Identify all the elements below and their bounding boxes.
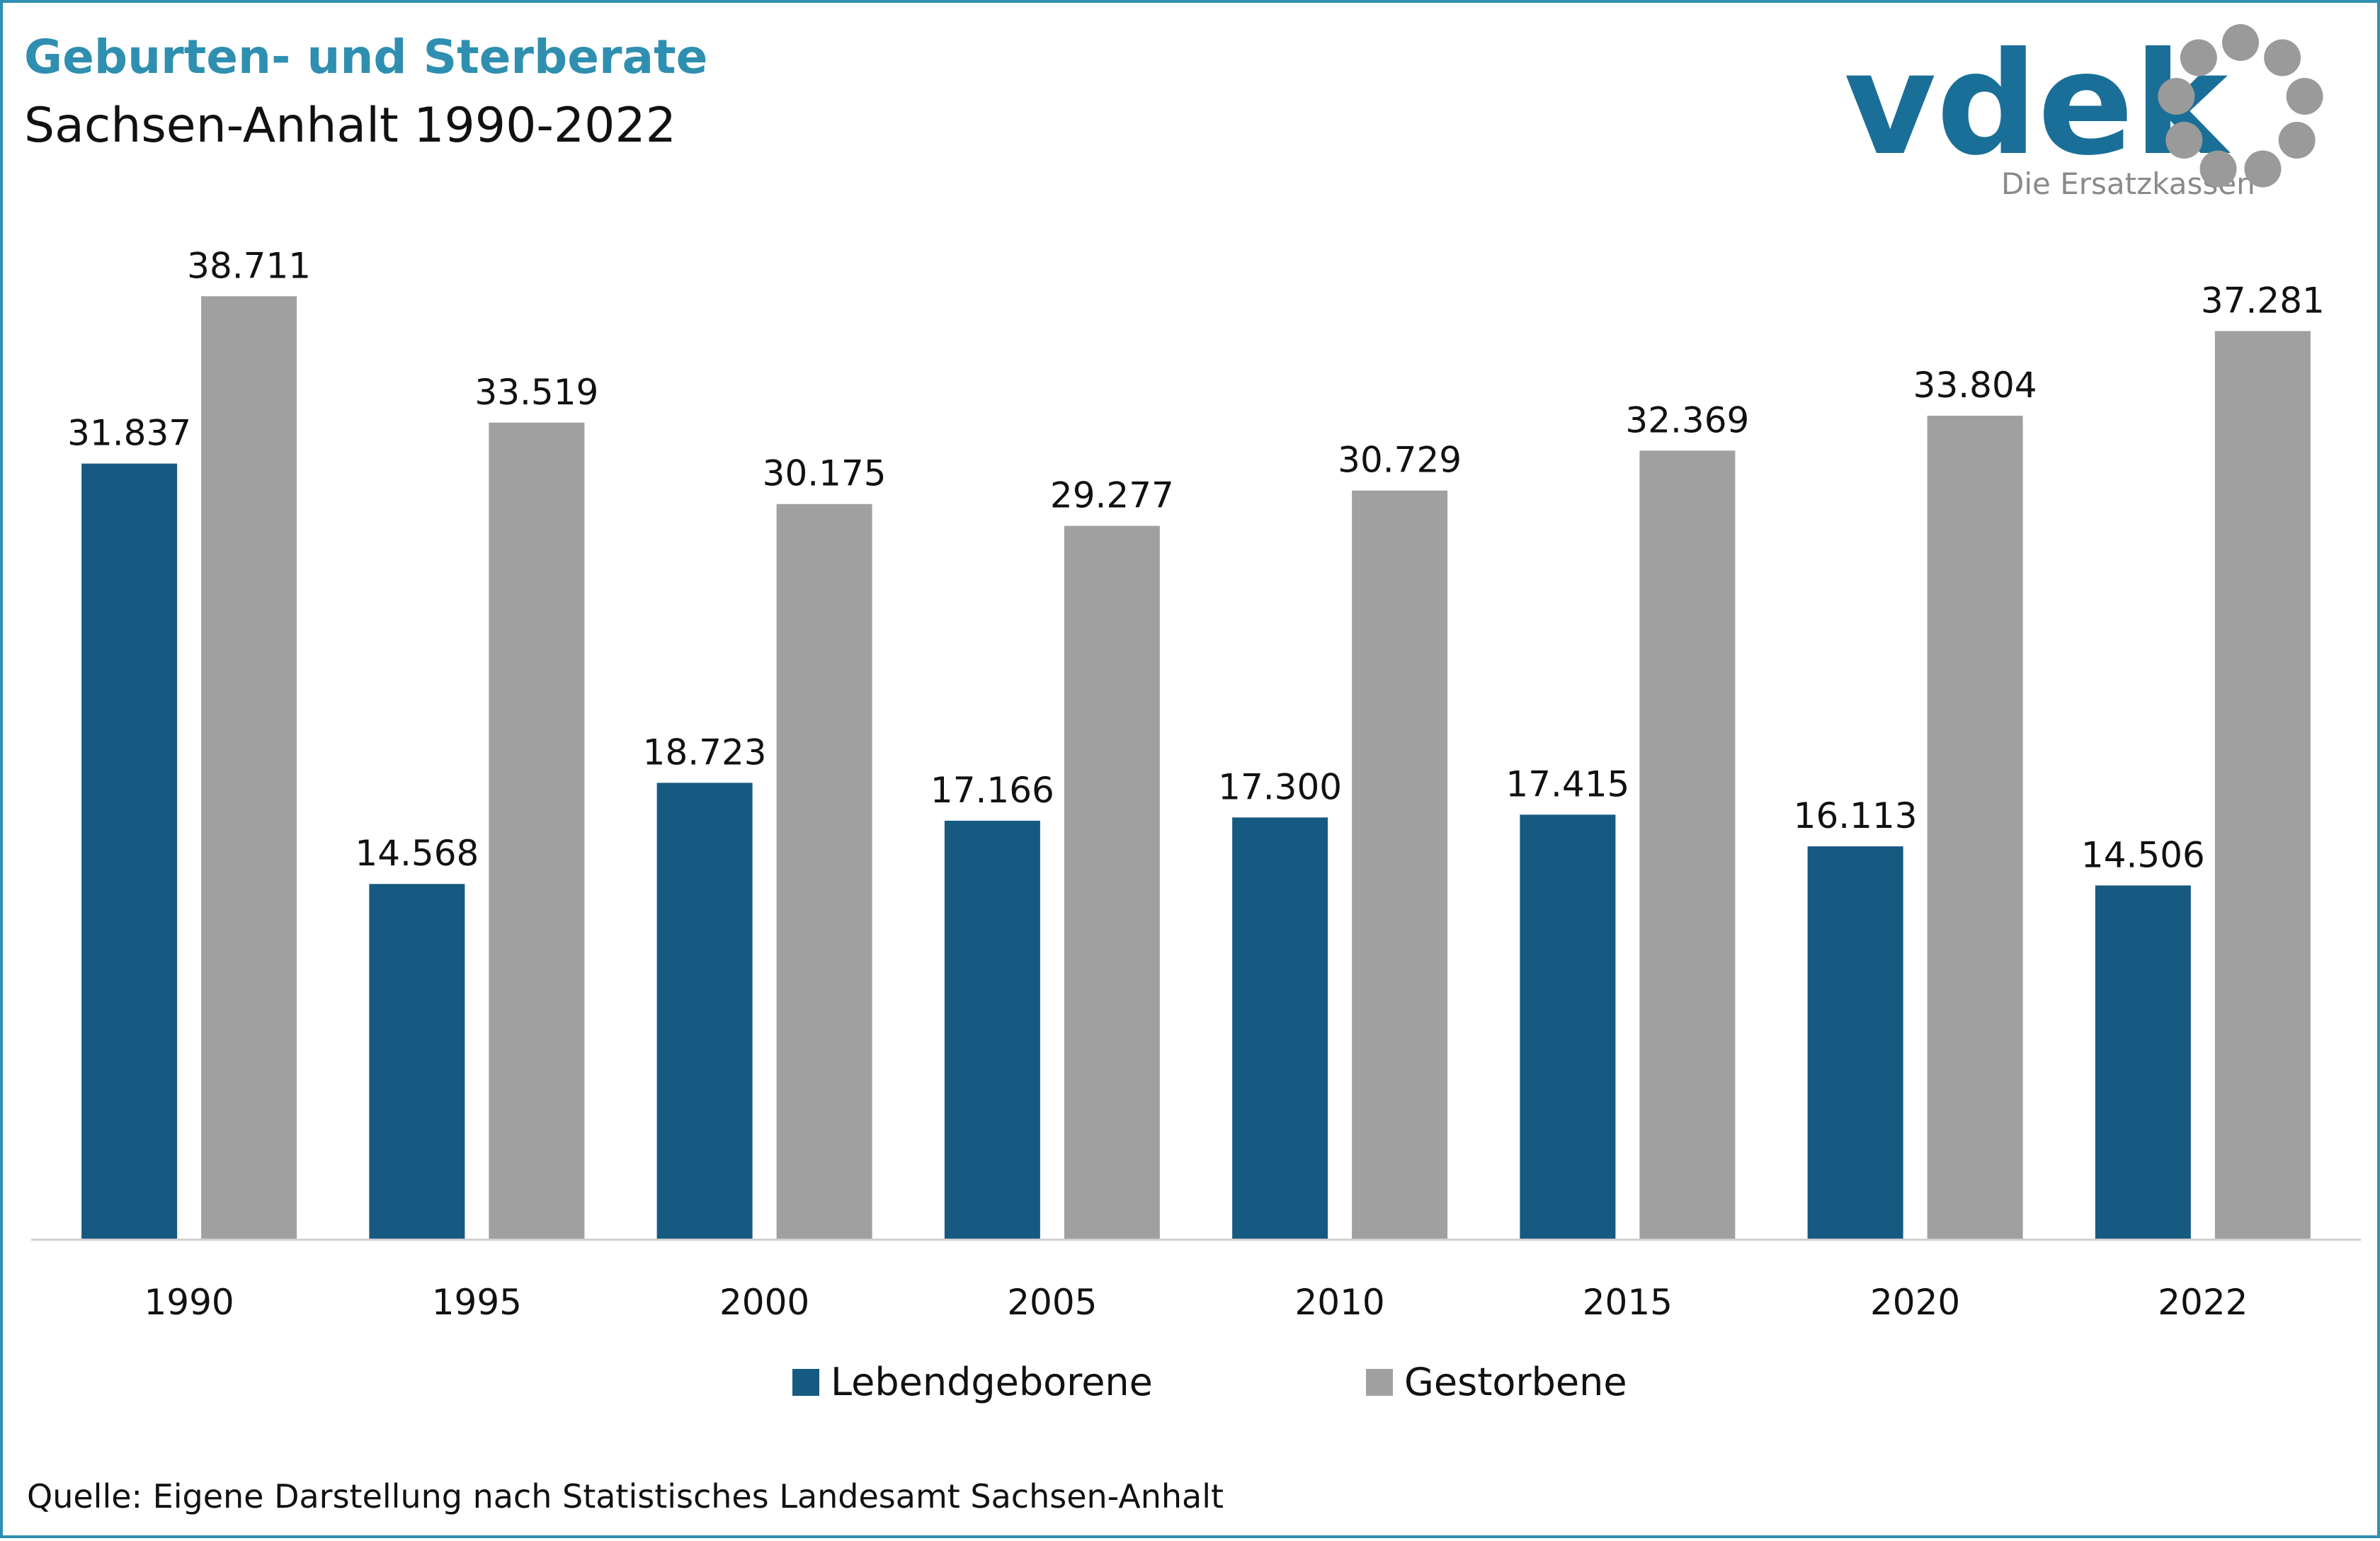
value-label-gestorbene-1990: 38.711 [187,245,311,286]
bar-lebendgeborene-2000 [656,783,753,1239]
value-label-lebendgeborene-1990: 31.837 [67,413,191,454]
x-axis-ticks: 1990 1995 2000 2005 2010 2015 2020 2022 [144,1282,2248,1323]
vdek-logo: vdek Die Ersatzkassen [1844,22,2323,201]
bar-lebendgeborene-2005 [944,820,1040,1239]
logo-ring-dot [2278,122,2316,159]
value-label-gestorbene-2005: 29.277 [1050,475,1174,516]
bar-lebendgeborene-2015 [1520,814,1616,1239]
ring-of-dots-icon [2158,24,2323,188]
value-label-lebendgeborene-2020: 16.113 [1794,795,1918,836]
x-tick-2010: 2010 [1295,1282,1385,1323]
bar-gestorbene-2000 [776,504,872,1239]
x-tick-1990: 1990 [144,1282,234,1323]
value-label-gestorbene-1995: 33.519 [474,372,598,413]
legend-label-gestorbene: Gestorbene [1404,1360,1627,1404]
legend-swatch-lebendgeborene [792,1369,819,1396]
value-label-lebendgeborene-2022: 14.506 [2081,834,2205,875]
x-tick-2000: 2000 [719,1282,809,1323]
value-label-gestorbene-2022: 37.281 [2201,280,2325,321]
bar-gestorbene-2015 [1639,450,1736,1239]
chart-subtitle: Sachsen-Anhalt 1990-2022 [24,98,676,154]
x-tick-2015: 2015 [1583,1282,1673,1323]
logo-ring-dot [2158,78,2195,115]
bar-gestorbene-2020 [1927,415,2023,1239]
value-label-lebendgeborene-1995: 14.568 [355,833,479,874]
logo-ring-dot [2180,39,2217,76]
bar-chart: vdek Die Ersatzkassen 1990 1995 2000 2005 20… [31,22,2361,1404]
value-label-gestorbene-2015: 32.369 [1625,399,1749,440]
bar-gestorbene-1990 [201,296,297,1239]
x-tick-2005: 2005 [1007,1282,1097,1323]
bar-lebendgeborene-2020 [1807,846,1903,1239]
x-tick-1995: 1995 [432,1282,522,1323]
bar-gestorbene-2022 [2214,331,2311,1239]
bar-gestorbene-1995 [489,422,585,1239]
logo-ring-dot [2199,150,2237,188]
value-label-lebendgeborene-2015: 17.415 [1505,763,1629,804]
bar-gestorbene-2010 [1352,490,1448,1239]
logo-ring-dot [2264,39,2301,76]
legend-swatch-gestorbene [1366,1369,1393,1396]
value-label-gestorbene-2000: 30.175 [763,453,887,494]
legend: Lebendgeborene Gestorbene [792,1360,1627,1404]
x-tick-2022: 2022 [2158,1282,2248,1323]
source-note: Quelle: Eigene Darstellung nach Statisti… [27,1477,1224,1516]
bar-lebendgeborene-1990 [81,463,178,1239]
bar-lebendgeborene-2010 [1232,817,1328,1239]
logo-ring-dot [2286,78,2323,115]
value-labels: 31.837 38.711 14.568 33.519 18.723 30.175 17.1… [67,245,2325,875]
chart-title: Geburten- und Sterberate [24,30,708,84]
legend-label-lebendgeborene: Lebendgeborene [831,1360,1153,1404]
value-label-lebendgeborene-2005: 17.166 [930,770,1054,811]
bar-lebendgeborene-2022 [2095,885,2191,1239]
x-tick-2020: 2020 [1870,1282,1960,1323]
logo-ring-dot [2222,24,2259,61]
value-label-lebendgeborene-2010: 17.300 [1218,766,1342,807]
bars-group [81,296,2311,1239]
logo-ring-dot [2165,122,2203,159]
bar-gestorbene-2005 [1064,525,1160,1239]
value-label-gestorbene-2020: 33.804 [1913,365,2037,406]
value-label-gestorbene-2010: 30.729 [1338,440,1462,481]
value-label-lebendgeborene-2000: 18.723 [643,732,767,773]
logo-ring-dot [2244,150,2282,188]
bar-lebendgeborene-1995 [369,884,465,1239]
